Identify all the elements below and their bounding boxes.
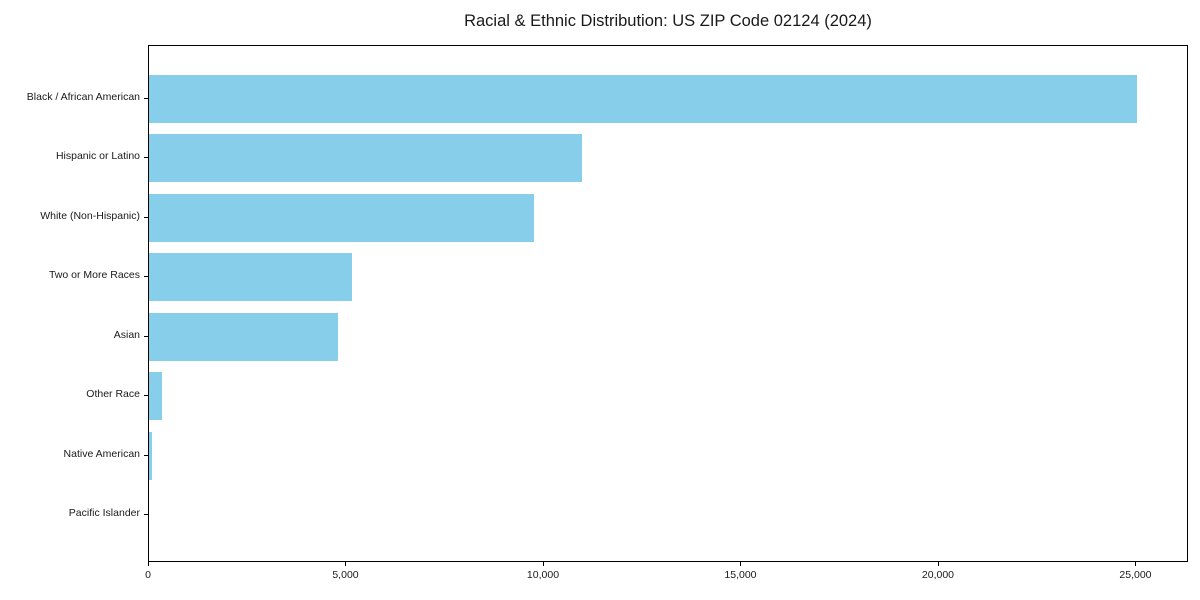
y-tick-mark [144,335,148,337]
x-tick-label: 25,000 [1119,569,1152,581]
x-tick-mark [148,562,149,566]
y-tick-mark [144,157,148,159]
x-tick-label: 15,000 [724,569,757,581]
x-tick-label: 0 [145,569,151,581]
y-axis-label: Two or More Races [48,269,140,282]
y-tick-mark [144,395,148,397]
y-axis-label: Other Race [86,388,140,401]
y-tick-mark [144,276,148,278]
y-axis-label: Pacific Islander [68,507,140,520]
bar-other-race [149,372,162,421]
x-tick-label: 5,000 [332,569,359,581]
bar-white-non-hispanic [149,193,534,242]
bar-black-african-american [149,74,1137,123]
x-tick-mark [740,562,742,566]
bar-asian [149,312,338,361]
y-axis-label: White (Non-Hispanic) [40,209,140,222]
chart-title: Racial & Ethnic Distribution: US ZIP Cod… [464,12,872,30]
x-tick-mark [542,562,544,566]
x-tick-mark [1135,562,1137,566]
plot-area [148,45,1188,562]
bar-native-american [149,431,152,480]
y-axis-label: Hispanic or Latino [55,150,140,163]
y-axis-label: Native American [63,447,140,460]
x-tick-label: 20,000 [921,569,955,581]
y-axis-label: Black / African American [26,90,140,103]
x-tick-mark [937,562,939,566]
y-tick-mark [144,454,148,456]
y-tick-mark [144,514,148,516]
bar-hispanic-or-latino [149,134,582,183]
bar-two-or-more-races [149,253,352,302]
y-tick-mark [144,97,148,99]
x-tick-mark [345,562,347,566]
y-axis-label: Asian [113,328,140,341]
y-tick-mark [144,216,148,218]
x-tick-label: 10,000 [526,569,560,581]
